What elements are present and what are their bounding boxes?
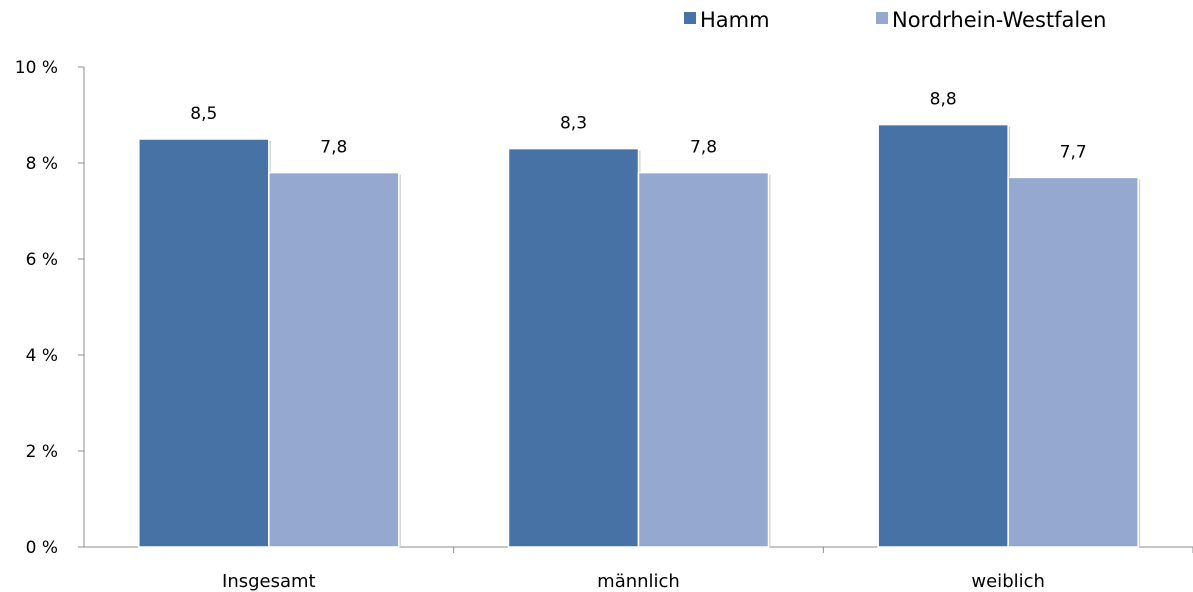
data-label: 7,8 [690,138,717,158]
data-label: 8,5 [190,104,217,124]
legend-item: Hamm [684,8,770,32]
category-label: männlich [597,571,680,592]
legend-label: Nordrhein-Westfalen [892,8,1106,32]
legend-item: Nordrhein-Westfalen [876,8,1106,32]
bar-hamm [507,147,640,548]
y-axis: 0 % 2 % 4 % 6 % 8 % 10 % [15,58,85,558]
data-label: 8,3 [560,114,587,134]
y-tick-label: 0 % [26,538,58,558]
data-labels: 8,5 7,8 8,3 7,8 8,8 7,7 [190,90,1086,163]
legend-swatch [684,12,696,24]
data-label: 7,8 [320,138,347,158]
data-label: 7,7 [1060,142,1087,162]
bar-hamm [877,123,1009,548]
bar-hamm [138,138,270,548]
y-tick-label: 8 % [26,154,58,174]
category-label: Insgesamt [222,571,316,592]
legend-swatch [876,12,888,24]
bars [138,123,1141,548]
legend-label: Hamm [700,8,770,32]
x-axis: Insgesamt männlich weiblich [84,546,1193,592]
category-label: weiblich [971,571,1045,592]
y-tick-label: 6 % [26,250,58,270]
y-tick-label: 4 % [26,346,58,366]
legend: Hamm Nordrhein-Westfalen [684,8,1106,32]
bar-nrw [637,171,770,548]
y-tick-label: 2 % [26,442,58,462]
bar-nrw [268,171,400,548]
data-label: 8,8 [930,90,957,110]
bar-nrw [1007,176,1139,548]
y-tick-label: 10 % [15,58,58,78]
